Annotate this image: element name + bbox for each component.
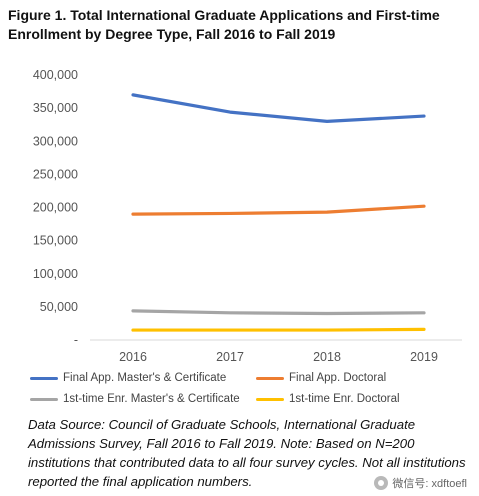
legend-swatch bbox=[30, 397, 58, 401]
y-tick-label: 100,000 bbox=[33, 267, 78, 281]
line-chart: - 50,000 100,000 150,000 200,000 250,000 300,0… bbox=[33, 68, 462, 364]
y-tick-label: 300,000 bbox=[33, 134, 78, 148]
watermark: 微信号: xdftoefl bbox=[370, 474, 471, 492]
y-tick-label: - bbox=[74, 333, 78, 347]
legend-item: 1st-time Enr. Master's & Certificate bbox=[30, 389, 240, 409]
legend-swatch bbox=[256, 397, 284, 401]
y-tick-label: 50,000 bbox=[40, 300, 78, 314]
series-line bbox=[131, 309, 426, 316]
y-tick-label: 350,000 bbox=[33, 101, 78, 115]
y-tick-label: 250,000 bbox=[33, 167, 78, 181]
y-axis: - 50,000 100,000 150,000 200,000 250,000 300,0… bbox=[33, 68, 78, 347]
legend-label: Final App. Doctoral bbox=[289, 372, 387, 384]
y-tick-label: 200,000 bbox=[33, 201, 78, 215]
x-tick-label: 2017 bbox=[216, 350, 244, 364]
chart-title: Figure 1. Total International Graduate A… bbox=[8, 7, 440, 42]
legend-item: 1st-time Enr. Doctoral bbox=[256, 389, 400, 409]
legend-label: 1st-time Enr. Master's & Certificate bbox=[63, 393, 240, 405]
data-source-note: Data Source: Council of Graduate Schools… bbox=[28, 417, 466, 489]
series-line bbox=[131, 327, 426, 332]
x-tick-label: 2016 bbox=[119, 350, 147, 364]
x-tick-label: 2018 bbox=[313, 350, 341, 364]
legend-item: Final App. Master's & Certificate bbox=[30, 368, 226, 388]
legend-swatch bbox=[30, 376, 58, 380]
legend-item: Final App. Doctoral bbox=[256, 368, 386, 388]
series-line bbox=[131, 93, 426, 123]
legend-swatch bbox=[256, 376, 284, 380]
x-axis-labels: 2016 2017 2018 2019 bbox=[119, 350, 438, 364]
x-tick-label: 2019 bbox=[410, 350, 438, 364]
y-tick-label: 150,000 bbox=[33, 234, 78, 248]
legend-label: Final App. Master's & Certificate bbox=[63, 372, 227, 384]
y-tick-label: 400,000 bbox=[33, 68, 78, 82]
watermark-text: 微信号: xdftoefl bbox=[392, 478, 467, 490]
series-lines bbox=[131, 93, 426, 332]
wechat-icon bbox=[374, 476, 389, 490]
legend-label: 1st-time Enr. Doctoral bbox=[289, 393, 400, 405]
series-line bbox=[131, 204, 426, 216]
